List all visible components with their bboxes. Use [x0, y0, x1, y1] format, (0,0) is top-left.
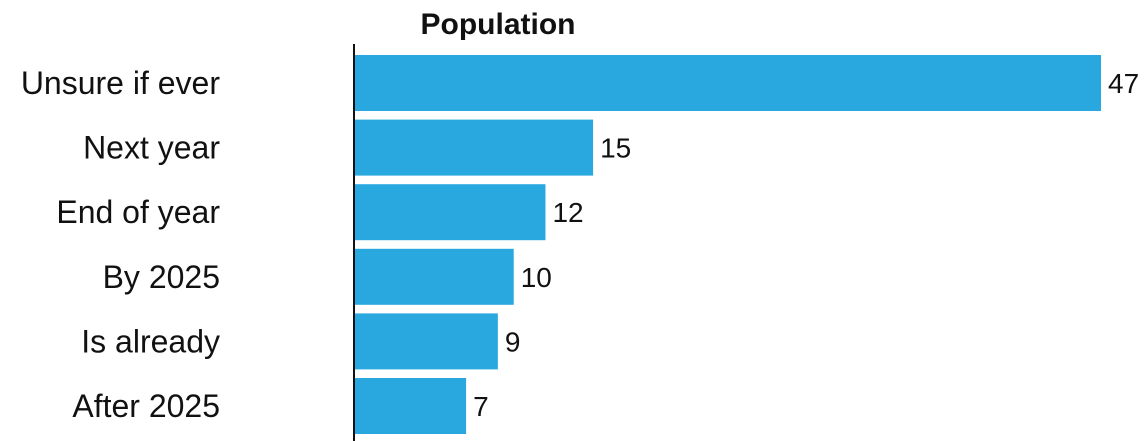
- bar-unsure-if-ever: [355, 55, 1101, 111]
- category-label: By 2025: [103, 259, 220, 295]
- data-label: 15: [600, 133, 631, 164]
- chart-title: Population: [421, 8, 576, 41]
- category-label: Next year: [83, 130, 220, 166]
- data-label: 12: [552, 197, 583, 228]
- data-label: 7: [473, 391, 489, 422]
- data-label: 47: [1108, 68, 1139, 99]
- bar-next-year: [355, 119, 594, 176]
- bar-after-2025: [355, 378, 467, 434]
- bar-by-2025: [355, 248, 514, 305]
- bar-end-of-year: [355, 184, 546, 241]
- data-label: 10: [521, 262, 552, 293]
- category-label: End of year: [56, 194, 220, 230]
- data-label: 9: [505, 326, 521, 357]
- bars-layer: [355, 55, 1101, 434]
- bar-is-already: [355, 313, 498, 370]
- category-label: Is already: [81, 323, 220, 359]
- category-label: Unsure if ever: [21, 65, 221, 101]
- category-label: After 2025: [72, 388, 220, 424]
- labels-layer: Unsure if ever 47 Next year 15 End of year 12…: [21, 65, 1139, 424]
